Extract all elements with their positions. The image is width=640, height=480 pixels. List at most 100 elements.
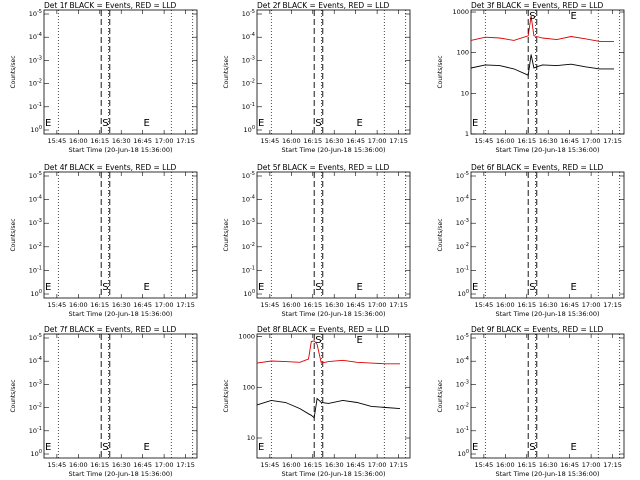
x-axis-label: Start Time (20-Jun-18 15:36:00) <box>282 310 386 318</box>
left-e-label: E <box>258 282 264 293</box>
y-tick-label: 10 <box>247 434 255 442</box>
y-tick-label: 10-2 <box>456 242 469 251</box>
x-tick-label: 17:15 <box>389 137 408 145</box>
x-tick-label: 16:30 <box>539 137 558 145</box>
y-tick-label: 10-5 <box>242 9 255 18</box>
end-e-label: E <box>356 118 362 129</box>
y-tick-label: 10-5 <box>456 171 469 180</box>
x-tick-label: 16:45 <box>560 301 579 309</box>
y-tick-label: 10-2 <box>29 242 42 251</box>
start-s-label: S <box>315 335 321 346</box>
x-tick-label: 16:30 <box>325 137 344 145</box>
y-axis-label: Counts/sec <box>437 379 444 412</box>
y-tick-label: 10-2 <box>242 242 255 251</box>
y-axis-label: Counts/sec <box>10 379 17 412</box>
start-s-label: S <box>315 118 321 129</box>
x-tick-label: 16:15 <box>303 301 322 309</box>
end-e-label: E <box>356 335 362 346</box>
x-tick-label: 16:45 <box>133 137 152 145</box>
y-axis-label: Counts/sec <box>437 218 444 251</box>
y-tick-label: 100 <box>31 289 42 298</box>
x-tick-label: 17:15 <box>603 137 622 145</box>
start-s-label: S <box>102 442 108 453</box>
x-tick-label: 17:15 <box>603 461 622 469</box>
x-tick-label: 17:00 <box>155 301 174 309</box>
x-tick-label: 16:45 <box>346 301 365 309</box>
x-axis-label: Start Time (20-Jun-18 15:36:00) <box>69 146 173 154</box>
x-tick-label: 15:45 <box>48 137 67 145</box>
end-e-label: E <box>570 442 576 453</box>
y-tick-label: 1000 <box>452 8 469 16</box>
x-axis-label: Start Time (20-Jun-18 15:36:00) <box>69 470 173 478</box>
panel-title: Det 4f BLACK = Events, RED = LLD <box>44 163 177 172</box>
y-tick-label: 10-2 <box>242 79 255 88</box>
x-tick-label: 16:30 <box>112 301 131 309</box>
x-tick-label: 16:00 <box>69 137 88 145</box>
y-tick-label: 1 <box>465 130 469 138</box>
x-tick-label: 16:30 <box>539 301 558 309</box>
x-tick-label: 16:45 <box>133 301 152 309</box>
x-tick-label: 15:45 <box>261 137 280 145</box>
x-axis-label: Start Time (20-Jun-18 15:36:00) <box>496 470 600 478</box>
x-tick-label: 16:15 <box>517 301 536 309</box>
axes-frame <box>43 333 198 459</box>
y-tick-label: 10-4 <box>456 356 469 365</box>
y-tick-label: 10-2 <box>29 79 42 88</box>
x-tick-label: 17:00 <box>368 301 387 309</box>
x-tick-label: 16:00 <box>69 461 88 469</box>
x-tick-label: 17:00 <box>582 301 601 309</box>
panel-title: Det 7f BLACK = Events, RED = LLD <box>44 325 177 334</box>
y-tick-label: 10-5 <box>29 171 42 180</box>
axes-frame <box>470 9 625 135</box>
x-tick-label: 16:15 <box>517 461 536 469</box>
end-e-label: E <box>143 118 149 129</box>
y-axis-label: Counts/sec <box>223 55 230 88</box>
y-tick-label: 10-1 <box>456 426 469 435</box>
x-tick-label: 16:30 <box>112 461 131 469</box>
start-s-label: S <box>529 11 535 22</box>
events-series-line <box>470 54 614 76</box>
y-tick-label: 10-1 <box>242 102 255 111</box>
y-axis-label: Counts/sec <box>437 55 444 88</box>
x-tick-label: 15:45 <box>475 301 494 309</box>
left-e-label: E <box>472 282 478 293</box>
x-tick-label: 17:00 <box>368 137 387 145</box>
y-tick-label: 10 <box>461 89 469 97</box>
y-tick-label: 10-5 <box>29 333 42 342</box>
y-tick-label: 10-3 <box>242 218 255 227</box>
panel-title: Det 5f BLACK = Events, RED = LLD <box>257 163 390 172</box>
x-tick-label: 16:00 <box>496 461 515 469</box>
x-tick-label: 16:15 <box>90 137 109 145</box>
axes-frame <box>256 9 411 135</box>
x-axis-label: Start Time (20-Jun-18 15:36:00) <box>282 146 386 154</box>
x-tick-label: 15:45 <box>48 461 67 469</box>
start-s-label: S <box>529 442 535 453</box>
y-tick-label: 10-4 <box>242 195 255 204</box>
y-tick-label: 10-3 <box>456 379 469 388</box>
x-tick-label: 16:00 <box>496 301 515 309</box>
end-e-label: E <box>570 11 576 22</box>
left-e-label: E <box>472 442 478 453</box>
x-tick-label: 17:00 <box>582 461 601 469</box>
x-tick-label: 15:45 <box>261 301 280 309</box>
y-tick-label: 10-5 <box>242 171 255 180</box>
start-s-label: S <box>529 282 535 293</box>
start-s-label: S <box>315 282 321 293</box>
y-tick-label: 10-2 <box>29 403 42 412</box>
y-tick-label: 10-5 <box>29 9 42 18</box>
left-e-label: E <box>45 442 51 453</box>
y-tick-label: 10-3 <box>29 379 42 388</box>
x-tick-label: 16:00 <box>282 461 301 469</box>
y-tick-label: 100 <box>457 49 469 57</box>
x-tick-label: 16:15 <box>90 461 109 469</box>
y-axis-label: Counts/sec <box>10 55 17 88</box>
end-e-label: E <box>143 442 149 453</box>
axes-frame <box>256 171 411 299</box>
left-e-label: E <box>45 282 51 293</box>
lld-series-line <box>256 340 400 365</box>
x-axis-label: Start Time (20-Jun-18 15:36:00) <box>282 470 386 478</box>
y-tick-label: 10-3 <box>29 218 42 227</box>
y-tick-label: 10-1 <box>29 426 42 435</box>
